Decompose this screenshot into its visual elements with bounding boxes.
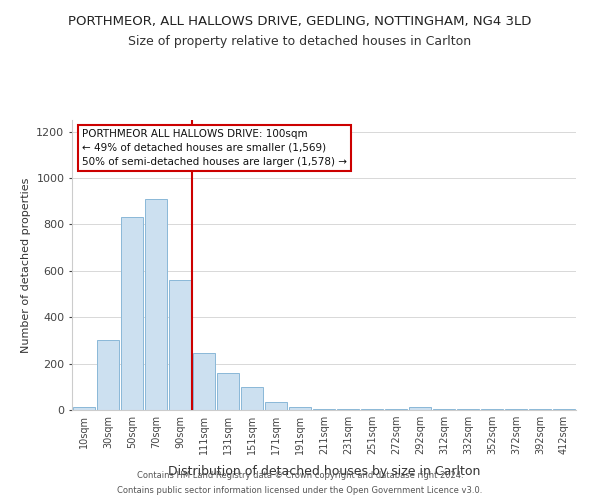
Bar [73,406,95,410]
Bar [529,409,551,410]
Bar [457,409,479,410]
Bar [265,402,287,410]
Bar [361,409,383,410]
Bar [481,409,503,410]
Text: PORTHMEOR, ALL HALLOWS DRIVE, GEDLING, NOTTINGHAM, NG4 3LD: PORTHMEOR, ALL HALLOWS DRIVE, GEDLING, N… [68,15,532,28]
Bar [385,409,407,410]
Bar [409,407,431,410]
Bar [121,218,143,410]
Bar [289,407,311,410]
Text: PORTHMEOR ALL HALLOWS DRIVE: 100sqm
← 49% of detached houses are smaller (1,569): PORTHMEOR ALL HALLOWS DRIVE: 100sqm ← 49… [82,128,347,166]
Bar [217,373,239,410]
Bar [145,199,167,410]
Bar [553,409,575,410]
Text: Contains HM Land Registry data © Crown copyright and database right 2024.: Contains HM Land Registry data © Crown c… [137,471,463,480]
X-axis label: Distribution of detached houses by size in Carlton: Distribution of detached houses by size … [168,466,480,478]
Bar [169,280,191,410]
Bar [433,409,455,410]
Bar [241,387,263,410]
Text: Contains public sector information licensed under the Open Government Licence v3: Contains public sector information licen… [118,486,482,495]
Bar [193,353,215,410]
Text: Size of property relative to detached houses in Carlton: Size of property relative to detached ho… [128,35,472,48]
Bar [313,409,335,410]
Bar [505,409,527,410]
Bar [97,340,119,410]
Y-axis label: Number of detached properties: Number of detached properties [20,178,31,352]
Bar [337,409,359,410]
